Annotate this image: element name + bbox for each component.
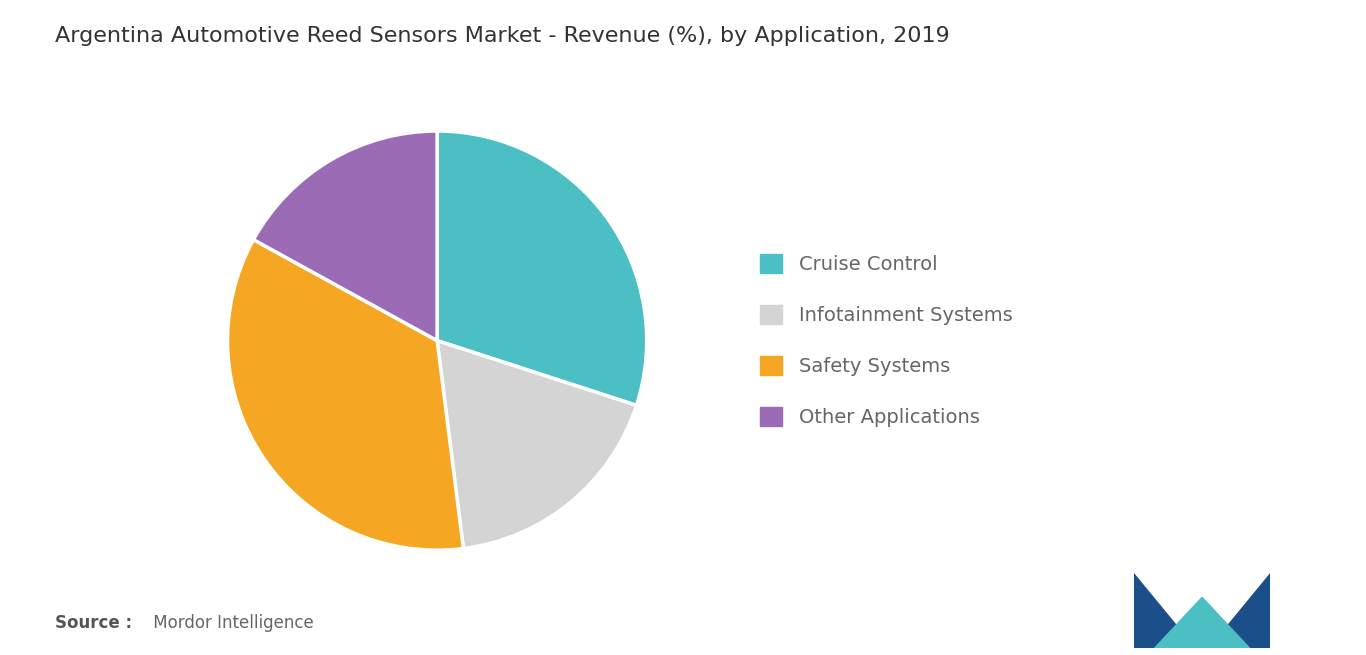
- Wedge shape: [228, 240, 463, 550]
- Legend: Cruise Control, Infotainment Systems, Safety Systems, Other Applications: Cruise Control, Infotainment Systems, Sa…: [751, 244, 1023, 437]
- Text: Mordor Intelligence: Mordor Intelligence: [148, 614, 313, 632]
- Text: Source :: Source :: [55, 614, 131, 632]
- Wedge shape: [437, 131, 646, 405]
- Polygon shape: [1134, 574, 1195, 648]
- Polygon shape: [1154, 597, 1250, 648]
- Text: Argentina Automotive Reed Sensors Market - Revenue (%), by Application, 2019: Argentina Automotive Reed Sensors Market…: [55, 26, 949, 47]
- Wedge shape: [254, 131, 437, 341]
- Polygon shape: [1209, 574, 1270, 648]
- Wedge shape: [437, 341, 637, 548]
